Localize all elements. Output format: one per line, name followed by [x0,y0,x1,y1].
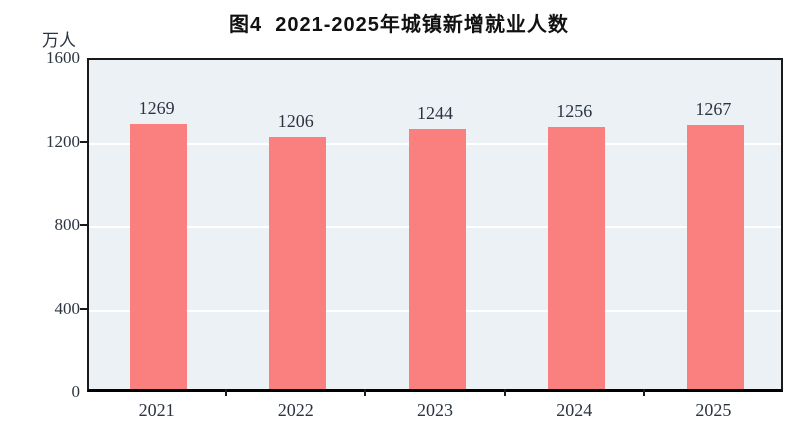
x-axis-label: 2022 [277,400,314,420]
x-axis-tick [225,389,228,396]
x-axis-label: 2024 [556,400,593,420]
x-axis-label: 2021 [138,400,175,420]
bar [408,129,466,389]
x-axis-label: 2023 [416,400,453,420]
x-axis-tick [364,389,367,396]
y-axis-tick [80,307,87,310]
chart-title: 图4 2021-2025年城镇新增就业人数 [229,14,569,36]
bar [130,124,188,389]
bar [686,124,744,389]
y-axis-tick-label: 1200 [46,131,80,151]
bar-value-label: 1269 [138,98,175,119]
y-axis-tick-label: 0 [71,382,81,401]
bar-value-label: 1206 [277,111,314,132]
y-axis-tick-label: 1600 [46,48,80,67]
x-axis-label: 2025 [695,400,732,420]
bar [547,126,605,389]
x-axis-tick [642,389,645,396]
y-axis-tick-label: 400 [54,298,81,318]
bar-value-label: 1267 [695,98,732,119]
y-axis-tick [80,224,87,226]
x-axis-tick [503,389,506,396]
y-axis-tick-label: 800 [54,215,81,234]
bar [269,137,327,389]
plot-area [87,58,783,392]
y-axis-unit-label: 万人 [42,31,76,50]
y-axis-tick [80,140,87,143]
bar-value-label: 1256 [556,100,593,121]
bar-value-label: 1244 [416,103,453,124]
